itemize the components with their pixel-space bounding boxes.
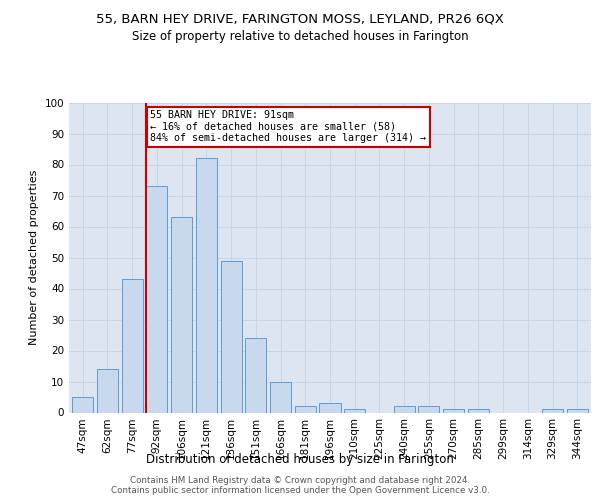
Text: 55 BARN HEY DRIVE: 91sqm
← 16% of detached houses are smaller (58)
84% of semi-d: 55 BARN HEY DRIVE: 91sqm ← 16% of detach… xyxy=(150,110,426,144)
Bar xyxy=(171,217,192,412)
Text: Size of property relative to detached houses in Farington: Size of property relative to detached ho… xyxy=(131,30,469,43)
Bar xyxy=(443,410,464,412)
Text: Contains public sector information licensed under the Open Government Licence v3: Contains public sector information licen… xyxy=(110,486,490,495)
Bar xyxy=(146,186,167,412)
Bar xyxy=(295,406,316,412)
Bar xyxy=(542,410,563,412)
Bar xyxy=(245,338,266,412)
Text: Contains HM Land Registry data © Crown copyright and database right 2024.: Contains HM Land Registry data © Crown c… xyxy=(130,476,470,485)
Bar xyxy=(122,279,143,412)
Bar xyxy=(394,406,415,412)
Bar xyxy=(567,410,588,412)
Bar xyxy=(344,410,365,412)
Bar xyxy=(270,382,291,412)
Bar xyxy=(468,410,489,412)
Bar xyxy=(319,403,341,412)
Text: 55, BARN HEY DRIVE, FARINGTON MOSS, LEYLAND, PR26 6QX: 55, BARN HEY DRIVE, FARINGTON MOSS, LEYL… xyxy=(96,12,504,26)
Text: Distribution of detached houses by size in Farington: Distribution of detached houses by size … xyxy=(146,452,454,466)
Bar xyxy=(97,369,118,412)
Bar xyxy=(221,260,242,412)
Bar xyxy=(418,406,439,412)
Bar xyxy=(72,397,93,412)
Bar xyxy=(196,158,217,412)
Y-axis label: Number of detached properties: Number of detached properties xyxy=(29,170,39,345)
